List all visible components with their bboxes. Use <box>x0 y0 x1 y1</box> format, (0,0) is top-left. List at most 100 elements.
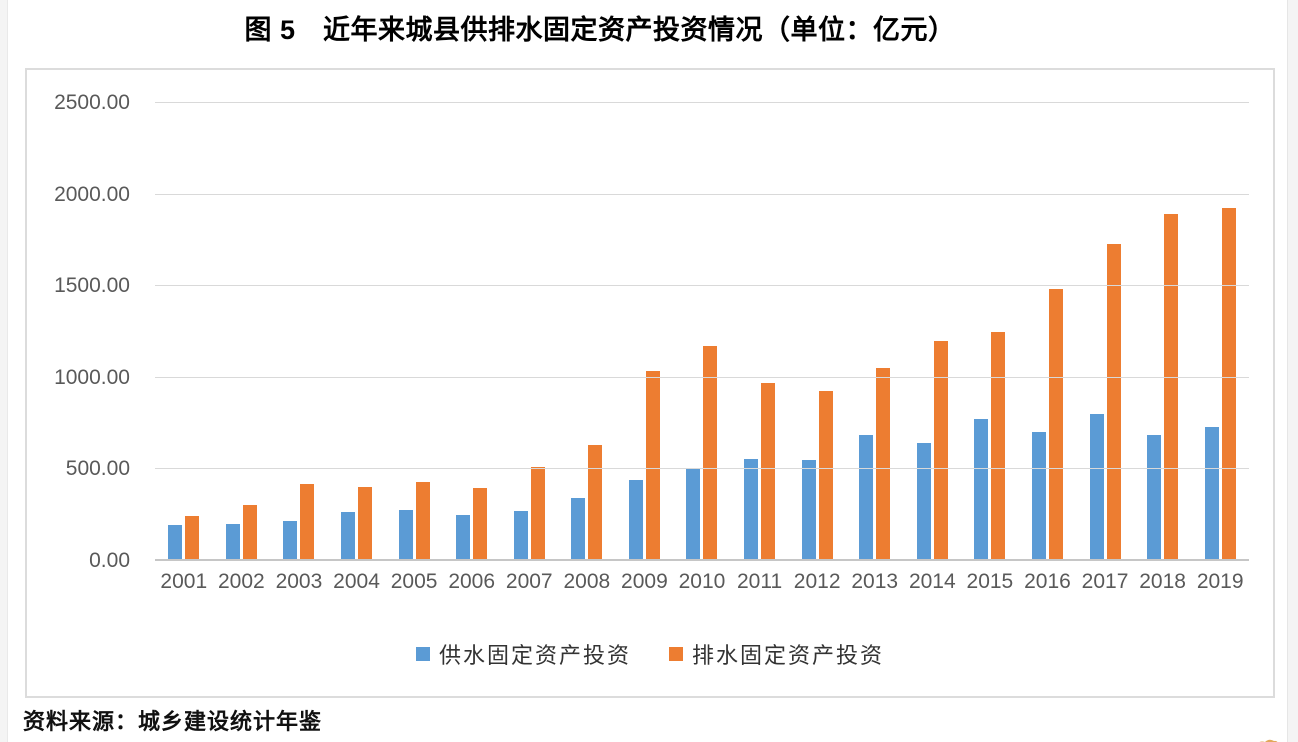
bar-water-supply-2001 <box>168 525 183 561</box>
bar-water-supply-2012 <box>801 460 816 561</box>
bar-group-2001 <box>155 103 213 561</box>
y-axis: 0.00 500.00 1000.00 1500.00 2000.00 2500.00 <box>27 91 130 572</box>
bar-drainage-2003 <box>300 484 315 561</box>
bar-drainage-2011 <box>761 383 776 561</box>
bar-group-2002 <box>213 103 271 561</box>
gridline-1500 <box>155 285 1249 287</box>
legend-marker-drainage <box>669 647 683 661</box>
bar-drainage-2010 <box>703 345 718 561</box>
x-axis-label-2005: 2005 <box>390 570 438 593</box>
bar-drainage-2016 <box>1048 288 1063 561</box>
bar-group-2019 <box>1191 103 1249 561</box>
bar-water-supply-2008 <box>571 497 586 561</box>
bar-water-supply-2005 <box>398 509 413 561</box>
bar-drainage-2017 <box>1106 244 1121 561</box>
y-axis-label-500: 500.00 <box>65 457 130 481</box>
bar-drainage-2004 <box>358 486 373 561</box>
bar-group-2012 <box>788 103 846 561</box>
bar-water-supply-2009 <box>628 479 643 561</box>
bar-drainage-2008 <box>588 444 603 561</box>
legend-marker-water-supply <box>415 647 430 661</box>
bar-drainage-2019 <box>1221 208 1236 561</box>
bar-drainage-2012 <box>818 390 833 561</box>
bar-group-2011 <box>731 103 789 561</box>
x-axis: 2001 2002 2003 2004 2005 2006 2007 2008 2009 2010… <box>155 570 1249 594</box>
bar-drainage-2006 <box>473 487 488 561</box>
y-axis-label-1500: 1500.00 <box>54 274 130 298</box>
bar-group-2008 <box>558 103 616 561</box>
x-axis-label-2009: 2009 <box>621 570 668 593</box>
bar-group-2014 <box>904 103 962 561</box>
gridline-2500 <box>155 102 1249 103</box>
x-axis-label-2001: 2001 <box>160 570 208 593</box>
bar-drainage-2018 <box>1164 213 1179 561</box>
source-note: 资料来源：城乡建设统计年鉴 <box>23 709 323 734</box>
bar-group-2004 <box>328 103 386 561</box>
bars-row <box>155 103 1249 561</box>
x-axis-label-2015: 2015 <box>966 570 1014 593</box>
bar-water-supply-2018 <box>1147 434 1162 561</box>
y-axis-label-2000: 2000.00 <box>54 182 130 206</box>
y-axis-label-1000: 1000.00 <box>54 365 130 389</box>
page-right-margin-strip <box>1287 0 1298 742</box>
gridline-2000 <box>155 193 1249 195</box>
x-axis-label-2011: 2011 <box>736 570 783 593</box>
legend-label-drainage: 排水固定资产投资 <box>692 643 885 668</box>
bar-water-supply-2014 <box>916 442 931 561</box>
figure-title: 图 5 近年来城县供排水固定资产投资情况（单位：亿元） <box>244 15 956 45</box>
bar-drainage-2005 <box>415 482 430 561</box>
bar-group-2010 <box>673 103 731 561</box>
bar-water-supply-2002 <box>225 524 240 561</box>
x-axis-label-2004: 2004 <box>333 570 380 593</box>
bar-water-supply-2015 <box>974 419 989 561</box>
x-axis-line <box>155 559 1249 561</box>
y-axis-label-2500: 2500.00 <box>54 91 130 114</box>
bar-group-2006 <box>443 103 501 561</box>
bar-drainage-2002 <box>242 505 257 561</box>
bar-drainage-2009 <box>645 371 660 561</box>
bar-group-2017 <box>1076 103 1134 561</box>
bar-drainage-2001 <box>185 516 200 561</box>
bar-water-supply-2004 <box>341 511 356 561</box>
bar-group-2015 <box>961 103 1019 561</box>
x-axis-label-2018: 2018 <box>1139 570 1186 593</box>
chart-legend: 供水固定资产投资 排水固定资产投资 <box>27 638 1273 670</box>
bar-water-supply-2003 <box>283 520 298 561</box>
x-axis-label-2013: 2013 <box>851 570 899 593</box>
page-left-margin-strip <box>0 0 8 742</box>
x-axis-label-2003: 2003 <box>275 570 323 593</box>
legend-label-water-supply: 供水固定资产投资 <box>438 643 631 668</box>
bar-water-supply-2013 <box>859 434 874 561</box>
partial-logo-glyph <box>1253 733 1280 742</box>
bar-water-supply-2010 <box>686 467 701 561</box>
legend-item-water-supply: 供水固定资产投资 <box>415 638 631 670</box>
bar-water-supply-2011 <box>744 459 759 561</box>
gridline-500 <box>155 468 1249 470</box>
legend-item-drainage: 排水固定资产投资 <box>669 638 884 670</box>
x-axis-label-2002: 2002 <box>218 570 265 593</box>
bar-group-2009 <box>616 103 674 561</box>
bar-group-2005 <box>385 103 443 561</box>
bar-group-2016 <box>1019 103 1077 561</box>
x-axis-label-2007: 2007 <box>505 570 553 593</box>
bar-water-supply-2006 <box>456 515 471 561</box>
bar-group-2003 <box>270 103 328 561</box>
x-axis-label-2010: 2010 <box>678 570 726 593</box>
chart-frame: 0.00 500.00 1000.00 1500.00 2000.00 2500.00 2… <box>25 68 1275 698</box>
bar-group-2007 <box>500 103 558 561</box>
x-axis-label-2006: 2006 <box>448 570 496 593</box>
bar-drainage-2007 <box>530 466 545 561</box>
bar-drainage-2013 <box>876 367 891 561</box>
x-axis-label-2008: 2008 <box>563 570 611 593</box>
bar-drainage-2015 <box>991 332 1006 561</box>
x-axis-label-2016: 2016 <box>1024 570 1071 593</box>
bar-drainage-2014 <box>933 341 948 561</box>
x-axis-label-2017: 2017 <box>1081 570 1129 593</box>
x-axis-label-2012: 2012 <box>793 570 841 593</box>
gridline-1000 <box>155 376 1249 378</box>
plot-area <box>155 102 1249 561</box>
bar-water-supply-2019 <box>1204 427 1219 561</box>
x-axis-label-2014: 2014 <box>908 570 956 593</box>
y-axis-label-0: 0.00 <box>89 549 130 572</box>
bar-water-supply-2007 <box>513 510 528 561</box>
